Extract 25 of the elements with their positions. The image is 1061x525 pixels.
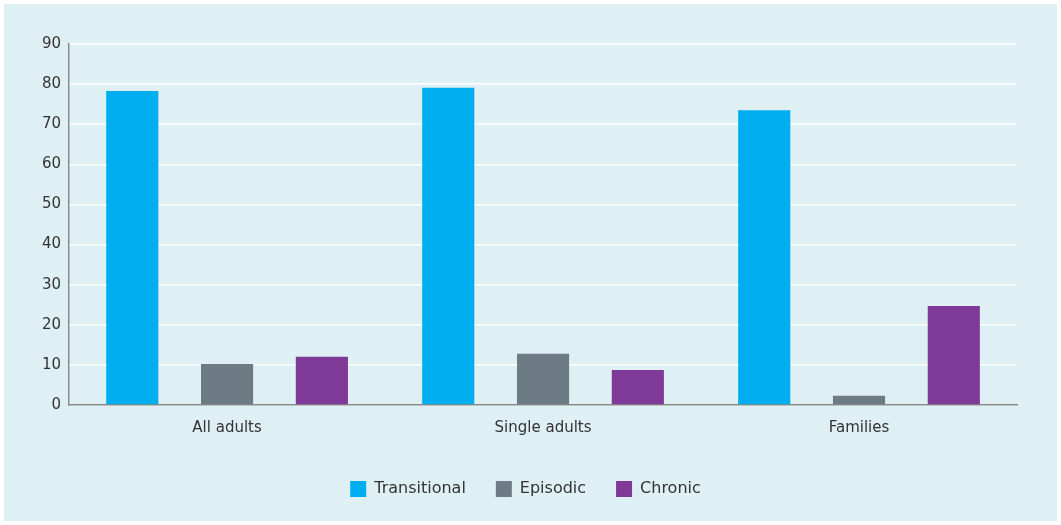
y-tick-label: 30 [41, 274, 62, 293]
legend-label: Transitional [373, 478, 466, 498]
y-tick-label: 40 [41, 234, 62, 253]
x-tick-label: All adults [192, 417, 262, 436]
x-tick-label: Families [828, 417, 890, 436]
bar [738, 110, 791, 405]
y-tick-label: 80 [41, 74, 62, 92]
bar [422, 87, 475, 405]
y-tick-label: 20 [41, 314, 62, 333]
legend-label: Episodic [519, 478, 587, 498]
bar [927, 305, 980, 405]
y-tick-label: 90 [41, 33, 62, 52]
y-tick-label: 10 [41, 354, 62, 373]
bar [516, 353, 570, 405]
x-tick-label: Single adults [494, 417, 592, 436]
y-tick-label: 70 [41, 114, 62, 133]
bar [201, 364, 254, 405]
y-tick-label: 50 [41, 194, 62, 213]
bar [611, 370, 664, 405]
legend-label: Chronic [640, 478, 701, 498]
y-tick-label: 60 [41, 154, 62, 173]
y-tick-label: 0 [51, 394, 62, 413]
bar [106, 90, 159, 405]
bar [832, 395, 886, 405]
bar [295, 356, 348, 405]
